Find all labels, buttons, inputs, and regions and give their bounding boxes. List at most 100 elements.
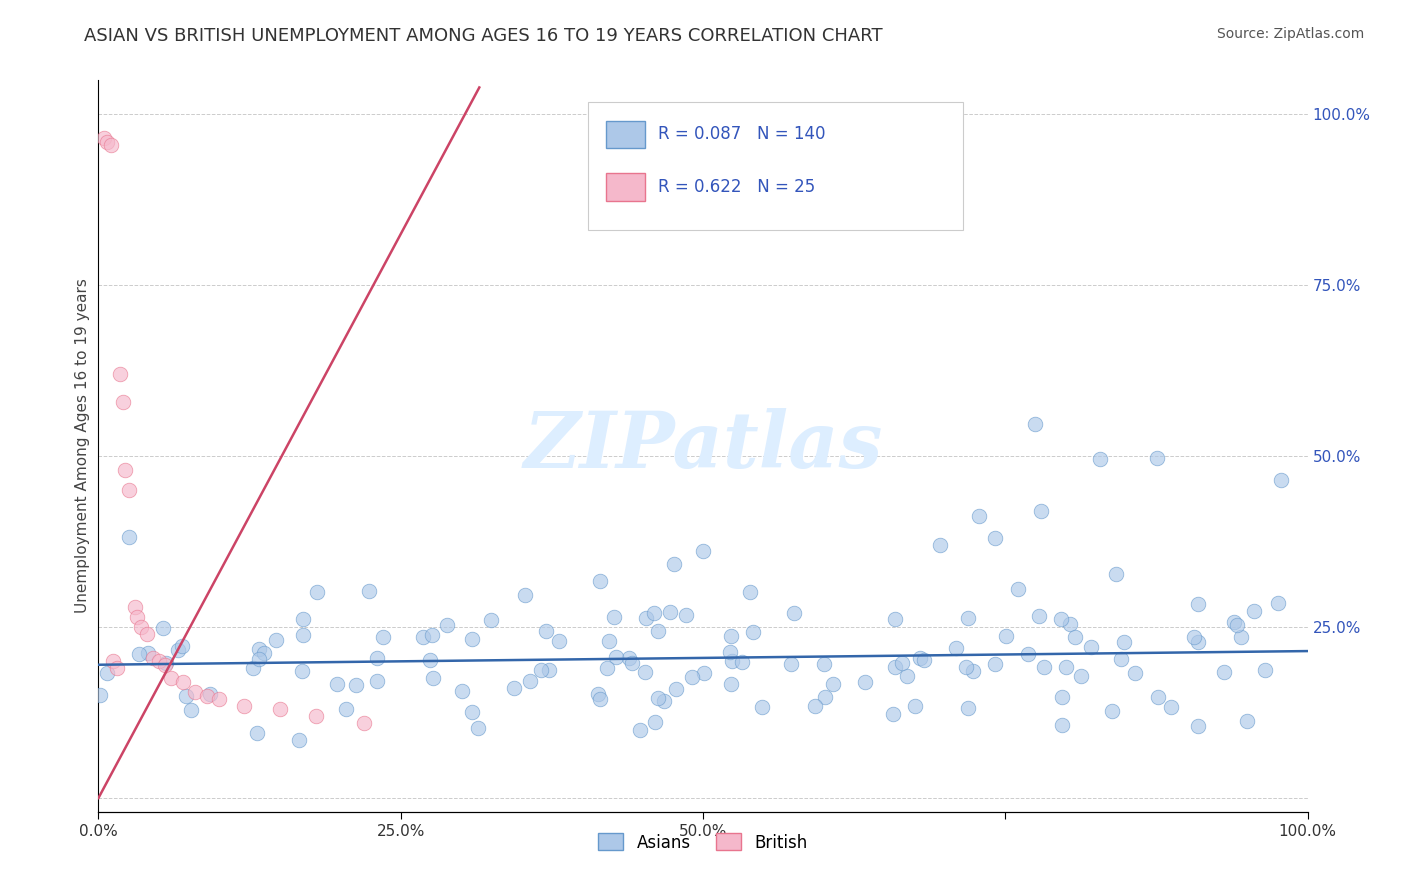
Asians	[420, 628, 443, 642]
Asians	[247, 652, 270, 666]
Asians	[1088, 451, 1111, 466]
FancyBboxPatch shape	[588, 103, 963, 230]
Asians	[291, 628, 314, 642]
Asians	[419, 653, 441, 667]
British	[148, 654, 170, 668]
British	[353, 715, 375, 730]
Asians	[1017, 647, 1039, 661]
Asians	[804, 699, 827, 714]
Asians	[957, 611, 980, 625]
Asians	[467, 721, 489, 735]
Asians	[172, 639, 194, 653]
Asians	[152, 621, 174, 635]
Asians	[675, 608, 697, 623]
Asians	[1236, 714, 1258, 728]
Asians	[1059, 617, 1081, 632]
British	[305, 709, 328, 723]
Asians	[537, 663, 560, 677]
Asians	[291, 664, 314, 678]
Asians	[912, 653, 935, 667]
Asians	[813, 657, 835, 671]
British	[195, 689, 218, 703]
Asians	[595, 660, 617, 674]
Asians	[994, 629, 1017, 643]
Asians	[266, 633, 288, 648]
Asians	[962, 664, 984, 678]
Asians	[479, 613, 502, 627]
Asians	[1031, 504, 1053, 518]
Asians	[167, 643, 190, 657]
Asians	[1007, 582, 1029, 596]
Asians	[515, 589, 537, 603]
Y-axis label: Unemployment Among Ages 16 to 19 years: Unemployment Among Ages 16 to 19 years	[75, 278, 90, 614]
British	[129, 620, 152, 634]
British	[172, 674, 194, 689]
Asians	[461, 705, 484, 719]
Asians	[586, 687, 609, 701]
Asians	[1028, 609, 1050, 624]
British	[111, 394, 134, 409]
Asians	[1223, 615, 1246, 630]
Asians	[721, 654, 744, 668]
British	[114, 463, 136, 477]
Asians	[305, 585, 328, 599]
Asians	[371, 630, 394, 644]
Legend: Asians, British: Asians, British	[592, 827, 814, 858]
Asians	[813, 690, 835, 704]
Asians	[1101, 704, 1123, 718]
Asians	[738, 584, 761, 599]
British	[153, 657, 176, 672]
Asians	[1080, 640, 1102, 654]
Asians	[652, 693, 675, 707]
Asians	[720, 629, 742, 643]
Asians	[1187, 719, 1209, 733]
Asians	[908, 651, 931, 665]
Asians	[967, 508, 990, 523]
British	[108, 368, 131, 382]
Asians	[450, 684, 472, 698]
Asians	[287, 732, 309, 747]
Asians	[89, 688, 111, 702]
Asians	[903, 699, 925, 714]
Asians	[136, 646, 159, 660]
Asians	[1213, 665, 1236, 679]
Asians	[779, 657, 801, 672]
Asians	[945, 640, 967, 655]
Asians	[731, 656, 754, 670]
Asians	[1109, 652, 1132, 666]
Asians	[249, 641, 271, 656]
Asians	[1226, 618, 1249, 632]
Asians	[246, 725, 269, 739]
British	[93, 131, 115, 145]
Asians	[366, 674, 388, 689]
Text: R = 0.087   N = 140: R = 0.087 N = 140	[658, 126, 825, 144]
Asians	[1054, 660, 1077, 674]
British	[100, 138, 122, 153]
Asians	[718, 645, 741, 659]
Asians	[662, 557, 685, 571]
Asians	[1243, 604, 1265, 618]
Asians	[1064, 630, 1087, 644]
Asians	[884, 612, 907, 626]
Asians	[589, 574, 612, 589]
British	[232, 698, 254, 713]
Text: Source: ZipAtlas.com: Source: ZipAtlas.com	[1216, 27, 1364, 41]
Asians	[366, 651, 388, 665]
Asians	[155, 656, 177, 670]
Bar	[606, 120, 645, 148]
Asians	[536, 624, 558, 639]
Asians	[855, 675, 877, 690]
Asians	[96, 665, 118, 680]
British	[124, 599, 146, 614]
British	[184, 685, 207, 699]
Asians	[412, 630, 434, 644]
Asians	[929, 537, 952, 551]
Asians	[502, 681, 524, 696]
Asians	[957, 700, 980, 714]
Asians	[720, 677, 742, 691]
Asians	[198, 687, 221, 701]
British	[269, 702, 291, 716]
British	[118, 483, 141, 498]
Asians	[436, 617, 458, 632]
Asians	[461, 632, 484, 647]
